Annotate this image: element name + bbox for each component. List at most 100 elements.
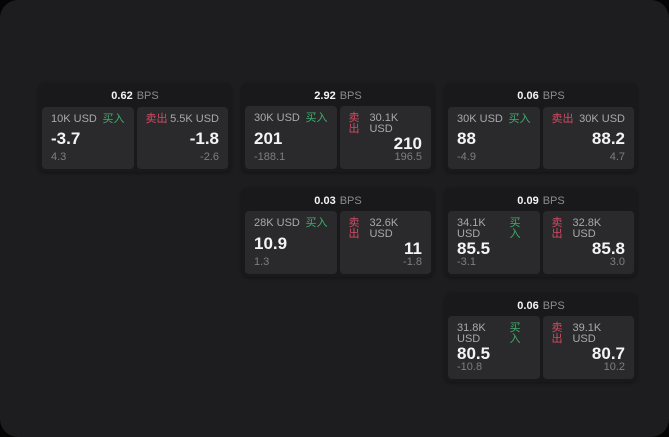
sell-amount-label: 30.1K USD bbox=[369, 112, 399, 135]
bps-unit-label: BPS bbox=[136, 90, 159, 102]
bps-value: 0.09 bbox=[517, 194, 539, 207]
sell-delta-value: -2.6 bbox=[200, 151, 219, 163]
buy-panel-top: 34.1K USD 买入 bbox=[457, 218, 531, 240]
card-header: 0.03 BPS bbox=[245, 191, 431, 211]
buy-delta-value: -4.9 bbox=[457, 151, 476, 163]
card-body: 31.8K USD 买入 80.5 -10.8 卖出 39.1K USD 80.… bbox=[448, 316, 634, 379]
bps-value: 0.62 bbox=[111, 90, 133, 102]
sell-quote-panel[interactable]: 卖出 39.1K USD 80.7 10.2 bbox=[542, 316, 634, 379]
buy-side-tag: 买入 bbox=[509, 322, 521, 345]
bps-unit-label: BPS bbox=[339, 194, 362, 207]
buy-quote-panel[interactable]: 30K USD 买入 201 -188.1 bbox=[245, 106, 337, 169]
buy-panel-top: 31.8K USD 买入 bbox=[457, 323, 531, 345]
sell-amount-label: 39.1K USD bbox=[572, 322, 602, 345]
bps-unit-label: BPS bbox=[339, 89, 362, 102]
card-header: 2.92 BPS bbox=[245, 86, 431, 106]
sell-amount-label: 32.6K USD bbox=[369, 217, 399, 240]
buy-quote-panel[interactable]: 28K USD 买入 10.9 1.3 bbox=[245, 211, 337, 274]
buy-quote-panel[interactable]: 31.8K USD 买入 80.5 -10.8 bbox=[448, 316, 540, 379]
sell-quote-panel[interactable]: 卖出 30K USD 88.2 4.7 bbox=[542, 107, 634, 169]
sell-price-value: -1.8 bbox=[189, 129, 219, 148]
quote-card: 0.62 BPS 10K USD 买入 -3.7 4.3 卖出 5.5K USD… bbox=[39, 83, 231, 172]
bps-unit-label: BPS bbox=[542, 194, 565, 207]
quote-card: 0.06 BPS 30K USD 买入 88 -4.9 卖出 30K USD 8… bbox=[445, 83, 637, 172]
bps-value: 0.03 bbox=[314, 194, 336, 207]
sell-price-value: 88.2 bbox=[591, 129, 625, 148]
sell-panel-top: 卖出 32.8K USD bbox=[552, 218, 626, 240]
buy-amount-label: 28K USD bbox=[254, 217, 300, 229]
bps-unit-label: BPS bbox=[542, 299, 565, 312]
buy-amount-label: 31.8K USD bbox=[457, 322, 486, 345]
sell-side-tag: 卖出 bbox=[348, 112, 360, 135]
sell-panel-top: 卖出 39.1K USD bbox=[552, 323, 626, 345]
buy-price-value: -3.7 bbox=[51, 129, 81, 148]
buy-delta-value: -3.1 bbox=[457, 256, 476, 268]
card-body: 10K USD 买入 -3.7 4.3 卖出 5.5K USD -1.8 -2.… bbox=[42, 107, 228, 169]
buy-delta-value: -10.8 bbox=[457, 361, 483, 373]
sell-delta-value: -1.8 bbox=[403, 256, 422, 268]
sell-panel-top: 卖出 30K USD bbox=[552, 114, 626, 125]
card-header: 0.62 BPS bbox=[42, 86, 228, 107]
sell-amount-label: 32.8K USD bbox=[572, 217, 602, 240]
sell-amount-label: 30K USD bbox=[579, 113, 625, 125]
card-header: 0.06 BPS bbox=[448, 296, 634, 316]
card-body: 34.1K USD 买入 85.5 -3.1 卖出 32.8K USD 85.8… bbox=[448, 211, 634, 274]
quote-card: 0.06 BPS 31.8K USD 买入 80.5 -10.8 卖出 39.1… bbox=[445, 293, 637, 382]
card-header: 0.09 BPS bbox=[448, 191, 634, 211]
buy-side-tag: 买入 bbox=[305, 112, 328, 124]
card-header: 0.06 BPS bbox=[448, 86, 634, 107]
sell-price-value: 85.8 bbox=[591, 239, 625, 258]
quote-card: 0.03 BPS 28K USD 买入 10.9 1.3 卖出 32.6K US… bbox=[242, 188, 434, 277]
card-body: 30K USD 买入 88 -4.9 卖出 30K USD 88.2 4.7 bbox=[448, 107, 634, 169]
buy-price-value: 201 bbox=[254, 128, 283, 148]
buy-panel-top: 30K USD 买入 bbox=[457, 114, 531, 125]
buy-panel-top: 28K USD 买入 bbox=[254, 218, 328, 229]
sell-side-tag: 卖出 bbox=[348, 217, 360, 240]
card-body: 28K USD 买入 10.9 1.3 卖出 32.6K USD 11 -1.8 bbox=[245, 211, 431, 274]
buy-delta-value: -188.1 bbox=[254, 151, 286, 163]
buy-price-value: 88 bbox=[457, 129, 476, 148]
buy-side-tag: 买入 bbox=[509, 217, 521, 240]
buy-amount-label: 34.1K USD bbox=[457, 217, 486, 240]
buy-quote-panel[interactable]: 30K USD 买入 88 -4.9 bbox=[448, 107, 540, 169]
buy-panel-top: 30K USD 买入 bbox=[254, 113, 328, 124]
sell-price-value: 11 bbox=[404, 239, 422, 258]
quote-cards-grid: 0.62 BPS 10K USD 买入 -3.7 4.3 卖出 5.5K USD… bbox=[39, 83, 637, 382]
sell-delta-value: 10.2 bbox=[603, 361, 625, 373]
buy-quote-panel[interactable]: 34.1K USD 买入 85.5 -3.1 bbox=[448, 211, 540, 274]
sell-price-value: 80.7 bbox=[591, 344, 625, 363]
buy-delta-value: 1.3 bbox=[254, 256, 270, 268]
sell-side-tag: 卖出 bbox=[551, 217, 563, 240]
bps-value: 0.06 bbox=[517, 90, 539, 102]
sell-quote-panel[interactable]: 卖出 5.5K USD -1.8 -2.6 bbox=[136, 107, 228, 169]
sell-quote-panel[interactable]: 卖出 32.6K USD 11 -1.8 bbox=[339, 211, 431, 274]
buy-delta-value: 4.3 bbox=[51, 151, 67, 163]
buy-amount-label: 10K USD bbox=[51, 113, 97, 125]
bps-value: 0.06 bbox=[517, 299, 539, 312]
sell-price-value: 210 bbox=[393, 134, 422, 153]
buy-side-tag: 买入 bbox=[508, 113, 531, 125]
sell-panel-top: 卖出 5.5K USD bbox=[146, 114, 220, 125]
bps-value: 2.92 bbox=[314, 89, 336, 102]
buy-amount-label: 30K USD bbox=[457, 113, 503, 125]
sell-panel-top: 卖出 32.6K USD bbox=[349, 218, 423, 240]
buy-side-tag: 买入 bbox=[102, 113, 125, 125]
buy-amount-label: 30K USD bbox=[254, 112, 300, 124]
sell-delta-value: 196.5 bbox=[394, 151, 422, 163]
bps-unit-label: BPS bbox=[542, 90, 565, 102]
sell-quote-panel[interactable]: 卖出 32.8K USD 85.8 3.0 bbox=[542, 211, 634, 274]
sell-panel-top: 卖出 30.1K USD bbox=[349, 113, 423, 135]
buy-price-value: 10.9 bbox=[254, 233, 288, 253]
sell-amount-label: 5.5K USD bbox=[170, 113, 219, 125]
card-body: 30K USD 买入 201 -188.1 卖出 30.1K USD 210 1… bbox=[245, 106, 431, 169]
sell-quote-panel[interactable]: 卖出 30.1K USD 210 196.5 bbox=[339, 106, 431, 169]
sell-side-tag: 卖出 bbox=[145, 113, 168, 125]
sell-delta-value: 4.7 bbox=[609, 151, 625, 163]
buy-quote-panel[interactable]: 10K USD 买入 -3.7 4.3 bbox=[42, 107, 134, 169]
sell-side-tag: 卖出 bbox=[551, 113, 574, 125]
quote-card: 0.09 BPS 34.1K USD 买入 85.5 -3.1 卖出 32.8K… bbox=[445, 188, 637, 277]
sell-side-tag: 卖出 bbox=[551, 322, 563, 345]
buy-price-value: 80.5 bbox=[457, 344, 491, 363]
sell-delta-value: 3.0 bbox=[609, 256, 625, 268]
